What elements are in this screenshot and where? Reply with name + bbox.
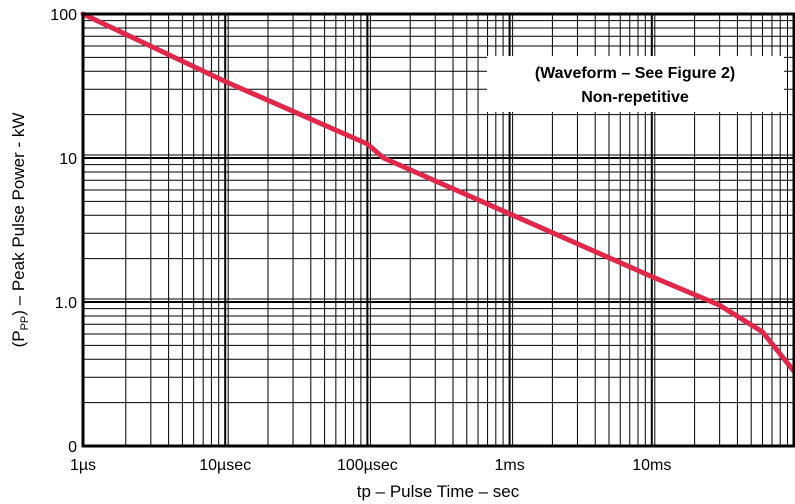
annotation-box: (Waveform – See Figure 2) Non-repetitive bbox=[487, 56, 784, 112]
y-tick-label: 0 bbox=[68, 439, 77, 456]
y-axis-title: (PPP) – Peak Pulse Power - kW bbox=[9, 113, 31, 348]
x-tick-label: 10µsec bbox=[199, 457, 251, 474]
x-tick-label: 100µsec bbox=[337, 457, 398, 474]
x-axis-title: tp – Pulse Time – sec bbox=[357, 482, 520, 501]
annotation-line-1: (Waveform – See Figure 2) bbox=[535, 65, 735, 82]
y-axis-title-part-1: (P bbox=[9, 330, 28, 347]
x-tick-labels: 1µs 10µsec 100µsec 1ms 10ms bbox=[70, 457, 671, 474]
y-axis-title-part-2: ) – Peak Pulse Power - kW bbox=[9, 113, 28, 316]
grid bbox=[83, 14, 794, 446]
y-tick-labels: 100 10 1.0 0 bbox=[50, 7, 77, 456]
x-tick-label: 10ms bbox=[632, 457, 671, 474]
annotation-line-2: Non-repetitive bbox=[581, 89, 689, 106]
plot-frame bbox=[81, 12, 795, 448]
series-layer bbox=[80, 11, 795, 374]
annotation-background bbox=[487, 56, 784, 112]
x-tick-label: 1ms bbox=[494, 457, 524, 474]
series-line bbox=[80, 11, 795, 374]
y-tick-label: 1.0 bbox=[55, 295, 77, 312]
y-tick-label: 10 bbox=[59, 151, 77, 168]
y-axis-title-subscript: PP bbox=[19, 316, 31, 331]
y-tick-label: 100 bbox=[50, 7, 77, 24]
x-tick-label: 1µs bbox=[70, 457, 96, 474]
